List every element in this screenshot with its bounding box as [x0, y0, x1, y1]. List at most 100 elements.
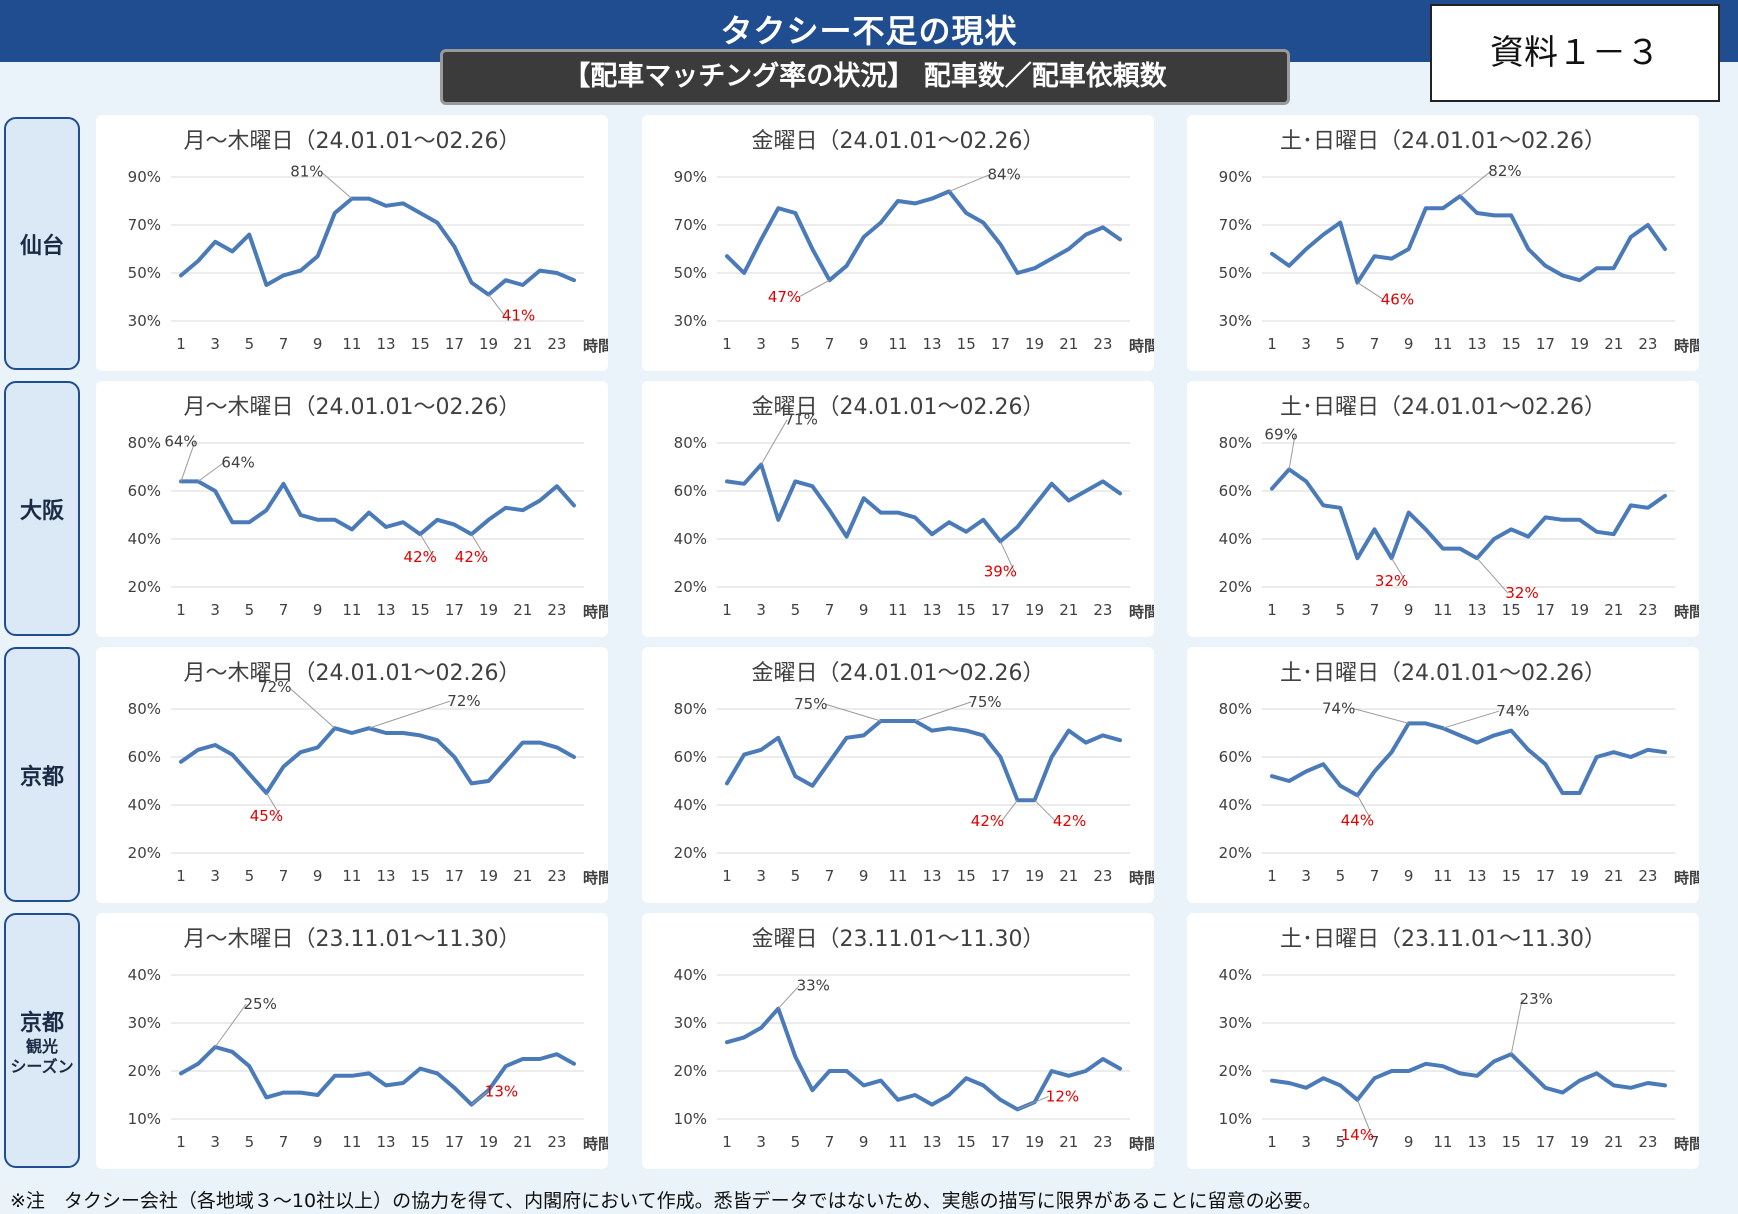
x-axis-label: 時間	[1129, 869, 1154, 887]
x-tick-label: 19	[1570, 867, 1589, 885]
annotation-leader	[1391, 557, 1407, 582]
x-tick-label: 21	[513, 601, 532, 619]
y-tick-label: 20%	[674, 844, 707, 862]
annotation-leader	[1476, 557, 1509, 594]
data-label: 42%	[1053, 812, 1086, 830]
series-line	[179, 196, 576, 297]
x-tick-label: 1	[722, 1133, 732, 1151]
x-tick-label: 3	[1301, 335, 1311, 353]
x-tick-label: 11	[888, 1133, 907, 1151]
data-label: 42%	[404, 548, 437, 566]
x-tick-label: 3	[210, 335, 220, 353]
chart-panel: 月～木曜日（24.01.01～02.26） 20% 40% 60% 80% 1 3 5 7 9 11…	[96, 381, 608, 637]
x-tick-label: 23	[547, 601, 566, 619]
x-tick-label: 15	[957, 335, 976, 353]
x-tick-label: 9	[859, 335, 869, 353]
row-label-text: 仙台	[19, 233, 64, 259]
x-tick-label: 17	[1536, 335, 1555, 353]
x-tick-label: 11	[1433, 601, 1452, 619]
line-chart: 土･日曜日（24.01.01～02.26）30%50%70%90%1 3 5 7 9 11…	[1219, 129, 1699, 355]
annotation-leader	[288, 686, 336, 729]
x-tick-label: 15	[411, 601, 430, 619]
x-tick-label: 13	[922, 1133, 941, 1151]
y-tick-label: 30%	[128, 1014, 161, 1032]
data-label: 14%	[1341, 1126, 1374, 1144]
annotation-leader	[1288, 434, 1296, 470]
y-tick-label: 40%	[128, 530, 161, 548]
x-tick-label: 5	[1336, 1133, 1346, 1151]
y-tick-label: 50%	[674, 264, 707, 282]
data-label: 69%	[1264, 425, 1297, 443]
y-tick-label: 80%	[674, 700, 707, 718]
x-tick-label: 3	[1301, 1133, 1311, 1151]
chart-title: 土･日曜日（23.11.01～11.30）	[1280, 927, 1606, 952]
chart-panel: 土･日曜日（24.01.01～02.26） 20% 40% 60% 80% 1 3 5 7 9 11…	[1187, 381, 1699, 637]
x-tick-label: 7	[279, 867, 289, 885]
row-label-text: 大阪	[19, 498, 64, 524]
x-tick-label: 23	[547, 335, 566, 353]
x-tick-label: 11	[342, 1133, 361, 1151]
chart-panel: 月～木曜日（23.11.01～11.30） 10% 20% 30% 40% 1 3 5 7 9 11…	[96, 913, 608, 1169]
chart-title: 月～木曜日（24.01.01～02.26）	[184, 129, 521, 154]
x-tick-label: 9	[859, 601, 869, 619]
series-line	[1270, 194, 1667, 285]
line-chart: 月～木曜日（24.01.01～02.26）20%40%60%80%1 3 5 7 9 11…	[128, 661, 608, 887]
x-tick-label: 3	[756, 335, 766, 353]
chart-panel: 月～木曜日（24.01.01～02.26） 20% 40% 60% 80% 1 3 5 7 9 11…	[96, 647, 608, 903]
x-tick-label: 5	[1336, 601, 1346, 619]
x-tick-label: 9	[1404, 601, 1414, 619]
chart-panel: 金曜日（24.01.01～02.26） 20% 40% 60% 80% 1 3 5 7 9 11 13…	[642, 381, 1154, 637]
series-line	[725, 1006, 1122, 1112]
x-tick-label: 15	[1502, 335, 1521, 353]
y-tick-label: 20%	[674, 578, 707, 596]
annotation-leader	[1352, 707, 1409, 724]
line-chart: 土･日曜日（24.01.01～02.26）20%40%60%80%1 3 5 7 9 11…	[1219, 395, 1699, 621]
x-tick-label: 3	[756, 867, 766, 885]
y-tick-label: 50%	[128, 264, 161, 282]
y-tick-label: 90%	[1219, 168, 1252, 186]
annotation-leader	[368, 700, 451, 729]
x-tick-label: 17	[991, 601, 1010, 619]
x-tick-label: 15	[1502, 867, 1521, 885]
x-tick-label: 13	[922, 601, 941, 619]
x-tick-label: 7	[1370, 601, 1380, 619]
x-tick-label: 15	[957, 601, 976, 619]
y-tick-label: 70%	[674, 216, 707, 234]
data-label: 33%	[797, 977, 830, 995]
data-label: 72%	[447, 692, 480, 710]
x-tick-label: 7	[825, 867, 835, 885]
x-tick-label: 1	[176, 335, 186, 353]
x-tick-label: 15	[957, 1133, 976, 1151]
annotation-leader	[1034, 799, 1056, 822]
x-tick-label: 21	[513, 335, 532, 353]
x-tick-label: 3	[1301, 601, 1311, 619]
y-tick-label: 60%	[1219, 748, 1252, 766]
x-tick-label: 9	[1404, 867, 1414, 885]
x-tick-label: 17	[445, 335, 464, 353]
x-tick-label: 17	[1536, 1133, 1555, 1151]
x-tick-label: 5	[1336, 335, 1346, 353]
y-tick-label: 20%	[674, 1062, 707, 1080]
y-tick-label: 40%	[128, 796, 161, 814]
series-line	[725, 719, 1122, 803]
x-axis-label: 時間	[1674, 1135, 1699, 1153]
chart-title: 金曜日（23.11.01～11.30）	[752, 927, 1045, 952]
x-tick-label: 17	[445, 601, 464, 619]
y-tick-label: 90%	[674, 168, 707, 186]
x-tick-label: 23	[547, 1133, 566, 1151]
y-tick-label: 70%	[128, 216, 161, 234]
annotation-leader	[180, 441, 196, 482]
annotation-leader	[824, 703, 881, 722]
x-axis-label: 時間	[1674, 869, 1699, 887]
x-tick-label: 1	[176, 601, 186, 619]
x-tick-label: 13	[922, 867, 941, 885]
y-tick-label: 80%	[128, 700, 161, 718]
x-tick-label: 23	[1093, 1133, 1112, 1151]
x-tick-label: 13	[376, 867, 395, 885]
x-tick-label: 23	[1638, 867, 1657, 885]
x-tick-label: 5	[1336, 867, 1346, 885]
y-tick-label: 20%	[128, 844, 161, 862]
y-tick-label: 70%	[1219, 216, 1252, 234]
x-tick-label: 13	[1467, 601, 1486, 619]
data-label: 32%	[1505, 584, 1538, 602]
